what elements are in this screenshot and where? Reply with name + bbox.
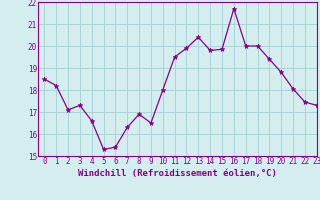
X-axis label: Windchill (Refroidissement éolien,°C): Windchill (Refroidissement éolien,°C) (78, 169, 277, 178)
